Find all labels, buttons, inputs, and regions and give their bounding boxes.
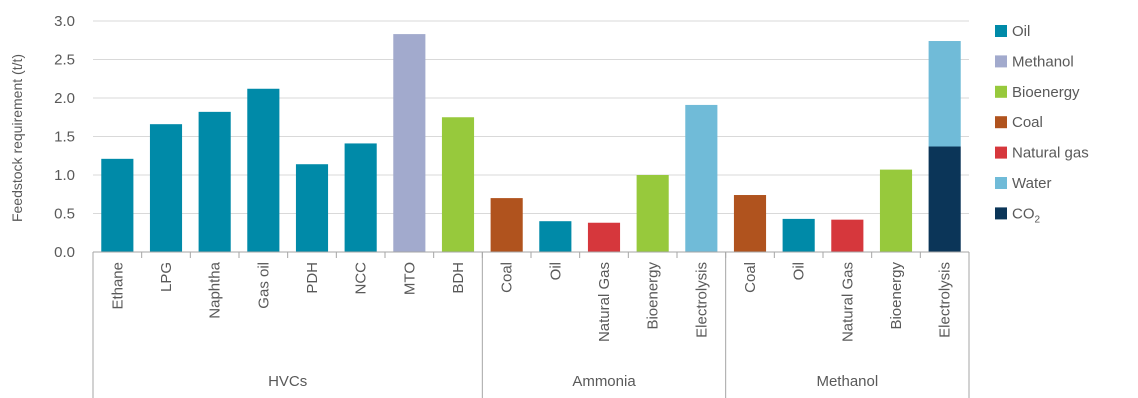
bar-segment xyxy=(782,218,815,252)
y-tick-label: 3.0 xyxy=(54,13,75,30)
bar-segment xyxy=(733,195,767,252)
category-label: Electrolysis xyxy=(937,262,954,338)
group-label: Methanol xyxy=(816,373,878,390)
y-tick-label: 0.5 xyxy=(54,206,75,223)
bar-segment xyxy=(587,222,621,252)
bar-segment xyxy=(831,219,864,252)
bar-segment xyxy=(149,124,183,252)
category-label: Bioenergy xyxy=(645,262,662,330)
legend-swatch xyxy=(995,116,1007,129)
legend-swatch xyxy=(995,85,1007,98)
category-label: Natural Gas xyxy=(839,262,856,342)
category-label: NCC xyxy=(353,262,370,295)
group-label: HVCs xyxy=(268,373,307,390)
category-label: Natural Gas xyxy=(596,262,613,342)
category-label: Bioenergy xyxy=(888,262,905,330)
category-label: Ethane xyxy=(109,262,126,310)
bar-segment xyxy=(539,221,572,252)
y-tick-label: 2.0 xyxy=(54,90,75,107)
legend-swatch xyxy=(995,207,1007,220)
category-label: MTO xyxy=(401,262,418,295)
bar-segment xyxy=(928,41,961,147)
category-label: LPG xyxy=(158,262,175,292)
category-label: Electrolysis xyxy=(693,262,710,338)
group-label: Ammonia xyxy=(572,373,636,390)
legend-label: Coal xyxy=(1012,114,1043,131)
bar-segment xyxy=(344,143,377,252)
legend-swatch xyxy=(995,146,1007,159)
bar-segment xyxy=(441,117,475,252)
bar-segment xyxy=(928,146,961,252)
category-label: Coal xyxy=(499,262,516,293)
legend-swatch xyxy=(995,55,1007,68)
legend-label: Bioenergy xyxy=(1012,84,1080,101)
legend-label: Methanol xyxy=(1012,53,1074,70)
category-label: Oil xyxy=(791,262,808,280)
bar-segment xyxy=(490,198,523,252)
legend-swatch xyxy=(995,25,1007,37)
bar-segment xyxy=(101,158,134,252)
category-label: Naphtha xyxy=(207,261,224,318)
bar-segment xyxy=(198,111,231,252)
category-label: Oil xyxy=(547,262,564,280)
category-label: Coal xyxy=(742,262,759,293)
y-tick-label: 2.5 xyxy=(54,52,75,69)
bar-segment xyxy=(295,164,329,252)
gridlines xyxy=(93,20,969,214)
y-tick-label: 1.0 xyxy=(54,167,75,184)
bars xyxy=(101,34,961,253)
bar-segment xyxy=(636,175,669,252)
legend-label: Water xyxy=(1012,175,1051,192)
y-tick-label: 0.0 xyxy=(54,244,75,261)
y-axis-title: Feedstock requirement (t/t) xyxy=(9,54,25,222)
axes: 0.0 0.5 1.0 1.5 2.0 2.5 3.0 Ethane LPG Naphtha Gas… xyxy=(54,13,970,398)
legend: Oil Methanol Bioenergy Coal Natural gas Water… xyxy=(995,23,1089,225)
y-tick-label: 1.5 xyxy=(54,129,75,146)
category-label: PDH xyxy=(304,262,321,294)
category-label: BDH xyxy=(450,262,467,294)
legend-label: CO2 xyxy=(1012,205,1041,225)
bar-segment xyxy=(247,88,280,252)
legend-label: Natural gas xyxy=(1012,145,1089,162)
legend-swatch xyxy=(995,177,1007,189)
bar-segment xyxy=(879,169,913,252)
category-label: Gas oil xyxy=(255,262,272,309)
bar-segment xyxy=(685,104,718,253)
bar-segment xyxy=(393,34,426,253)
legend-label: Oil xyxy=(1012,23,1030,40)
